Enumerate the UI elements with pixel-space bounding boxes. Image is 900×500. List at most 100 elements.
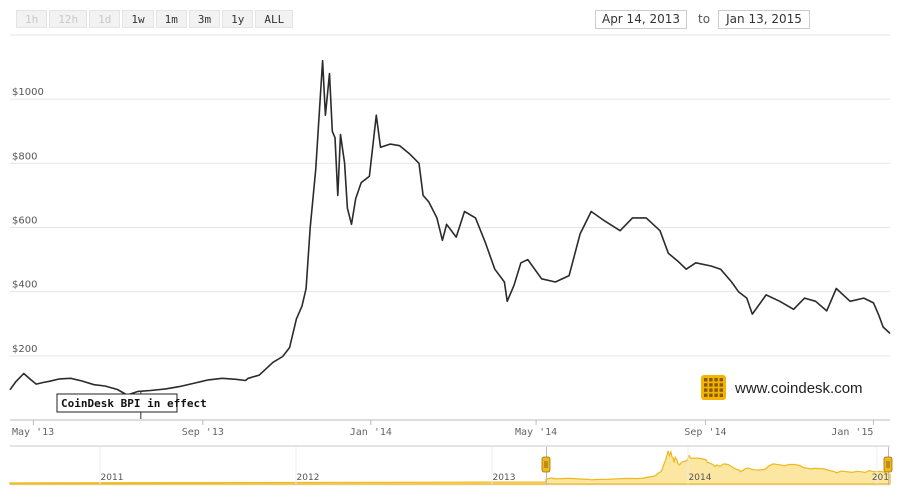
price-point[interactable] [589, 210, 593, 214]
price-point[interactable] [388, 142, 392, 146]
price-point[interactable] [676, 259, 680, 263]
price-point[interactable] [343, 161, 347, 165]
price-point[interactable] [398, 144, 402, 148]
price-point[interactable] [483, 240, 487, 244]
price-point[interactable] [421, 193, 425, 197]
price-point[interactable] [666, 251, 670, 255]
price-point[interactable] [862, 296, 866, 300]
price-point[interactable] [872, 301, 876, 305]
zoom-button-1h[interactable]: 1h [16, 10, 48, 28]
price-point[interactable] [177, 385, 181, 389]
price-point[interactable] [737, 290, 741, 294]
price-point[interactable] [684, 267, 688, 271]
price-point[interactable] [764, 293, 768, 297]
price-point[interactable] [792, 307, 796, 311]
price-point[interactable] [502, 280, 506, 284]
price-point[interactable] [136, 389, 140, 393]
price-point[interactable] [825, 309, 829, 313]
price-point[interactable] [300, 304, 304, 308]
price-point[interactable] [34, 382, 38, 386]
zoom-button-12h[interactable]: 12h [49, 10, 88, 28]
price-point[interactable] [281, 355, 285, 359]
price-point[interactable] [505, 299, 509, 303]
price-point[interactable] [512, 283, 516, 287]
price-point[interactable] [354, 197, 358, 201]
price-point[interactable] [407, 152, 411, 156]
price-point[interactable] [553, 280, 557, 284]
price-point[interactable] [103, 384, 107, 388]
price-point[interactable] [709, 264, 713, 268]
price-point[interactable] [834, 287, 838, 291]
price-point[interactable] [603, 219, 607, 223]
price-point[interactable] [877, 314, 881, 318]
price-point[interactable] [149, 389, 153, 393]
range-from-input[interactable]: Apr 14, 2013 [595, 10, 687, 29]
price-point[interactable] [92, 383, 96, 387]
zoom-button-1d[interactable]: 1d [89, 10, 121, 28]
price-point[interactable] [336, 193, 340, 197]
price-point[interactable] [881, 325, 885, 329]
price-point[interactable] [644, 216, 648, 220]
price-point[interactable] [333, 136, 337, 140]
zoom-button-all[interactable]: ALL [255, 10, 294, 28]
price-point[interactable] [435, 216, 439, 220]
price-point[interactable] [578, 232, 582, 236]
price-point[interactable] [474, 216, 478, 220]
price-point[interactable] [417, 161, 421, 165]
price-point[interactable] [308, 226, 312, 230]
price-point[interactable] [427, 200, 431, 204]
price-point[interactable] [193, 381, 197, 385]
price-point[interactable] [848, 299, 852, 303]
zoom-button-1w[interactable]: 1w [122, 10, 154, 28]
price-point[interactable] [454, 235, 458, 239]
price-point[interactable] [745, 296, 749, 300]
price-point[interactable] [778, 299, 782, 303]
price-point[interactable] [359, 181, 363, 185]
price-point[interactable] [445, 222, 449, 226]
price-point[interactable] [271, 360, 275, 364]
navigator-right-handle[interactable] [883, 447, 893, 485]
price-point[interactable] [288, 346, 292, 350]
price-point[interactable] [321, 59, 325, 63]
price-point[interactable] [750, 312, 754, 316]
price-point[interactable] [694, 261, 698, 265]
price-point[interactable] [350, 222, 354, 226]
price-point[interactable] [339, 133, 343, 137]
price-point[interactable] [69, 376, 73, 380]
price-point[interactable] [631, 216, 635, 220]
price-point[interactable] [330, 129, 334, 133]
price-point[interactable] [367, 174, 371, 178]
price-point[interactable] [463, 210, 467, 214]
price-point[interactable] [14, 380, 18, 384]
price-point[interactable] [567, 274, 571, 278]
navigator[interactable]: 2011 2012 2013 2014 201 [9, 445, 893, 486]
navigator-left-handle[interactable] [541, 447, 551, 485]
price-point[interactable] [730, 280, 734, 284]
price-point[interactable] [519, 261, 523, 265]
price-point[interactable] [48, 379, 52, 383]
price-point[interactable] [304, 287, 308, 291]
price-point[interactable] [440, 238, 444, 242]
price-point[interactable] [246, 376, 250, 380]
price-point[interactable] [41, 381, 45, 385]
zoom-button-1m[interactable]: 1m [155, 10, 187, 28]
price-point[interactable] [658, 229, 662, 233]
price-point[interactable] [540, 277, 544, 281]
price-point[interactable] [22, 372, 26, 376]
price-point[interactable] [234, 377, 238, 381]
price-point[interactable] [206, 378, 210, 382]
price-point[interactable] [29, 378, 33, 382]
range-to-input[interactable]: Jan 13, 2015 [718, 10, 810, 29]
price-point[interactable] [379, 145, 383, 149]
price-point[interactable] [345, 206, 349, 210]
price-point[interactable] [314, 168, 318, 172]
zoom-button-3m[interactable]: 3m [188, 10, 221, 28]
price-point[interactable] [374, 113, 378, 117]
price-point[interactable] [164, 387, 168, 391]
price-point[interactable] [80, 379, 84, 383]
price-point[interactable] [323, 113, 327, 117]
price-point[interactable] [257, 373, 261, 377]
price-point[interactable] [814, 299, 818, 303]
price-point[interactable] [526, 258, 530, 262]
